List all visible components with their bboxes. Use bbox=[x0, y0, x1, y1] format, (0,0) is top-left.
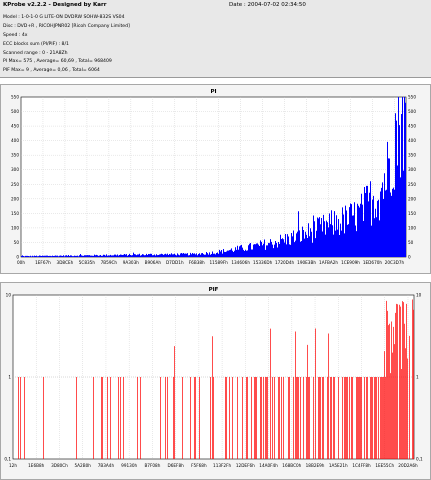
pi-y-tick-label-right: 450 bbox=[408, 124, 416, 129]
pi-y-tick-label-left: 0 bbox=[16, 255, 19, 260]
pif-x-tick-label: 5A2B0h bbox=[75, 463, 92, 468]
pi-x-tick-label: 7B59Ch bbox=[101, 260, 118, 265]
pif-x-tick-label: 14A0F4h bbox=[259, 463, 278, 468]
pif-x-tick-label: F5F68h bbox=[191, 463, 207, 468]
pif-y-tick-label-left: 1 bbox=[8, 375, 11, 380]
pi-x-tick-label: D7DD1h bbox=[166, 260, 184, 265]
pi-y-tick-label-right: 300 bbox=[408, 167, 416, 172]
pif-x-tick-label: 20D2A6h bbox=[398, 463, 418, 468]
pif-x-tick-label: 18B2E9h bbox=[306, 463, 325, 468]
pif-x-tick-label: 12h bbox=[9, 463, 17, 468]
pi-y-tick-label-left: 50 bbox=[14, 240, 20, 245]
scan-info-header: KProbe v2.2.2 - Designed by Karr Date : … bbox=[0, 0, 431, 78]
pi-y-tick-label-right: 150 bbox=[408, 211, 416, 216]
pi-y-tick-label-left: 400 bbox=[11, 138, 19, 143]
pi-x-tick-label: F6B38h bbox=[189, 260, 205, 265]
pif-chart-title: PIF bbox=[209, 287, 219, 293]
pi-x-tick-label: 9A303h bbox=[123, 260, 140, 265]
pif-x-tick-label: B7F08h bbox=[144, 463, 160, 468]
pi-x-tick-label: 1EF67h bbox=[35, 260, 51, 265]
pif-x-tick-label: 1EE55Ch bbox=[375, 463, 394, 468]
pi-x-tick-label: 1CE909h bbox=[341, 260, 360, 265]
pif-y-tick-label-left: 0,1 bbox=[4, 457, 11, 462]
pif-x-tick-label: 168BC0h bbox=[282, 463, 301, 468]
pif-x-tick-label: 12DEF6h bbox=[236, 463, 255, 468]
pif-y-tick-label-right: 10 bbox=[416, 293, 422, 298]
pi-y-tick-label-right: 500 bbox=[408, 109, 416, 114]
pi-x-tick-label: 20C3D7h bbox=[385, 260, 405, 265]
pi-y-tick-label-left: 350 bbox=[11, 153, 19, 158]
pif-x-tick-label: 7B3A4h bbox=[98, 463, 115, 468]
pi-y-tick-label-left: 300 bbox=[11, 167, 19, 172]
scan-date: Date : 2004-07-02 02:34:50 bbox=[229, 2, 306, 8]
pi-y-tick-label-left: 100 bbox=[11, 225, 19, 230]
pif-x-tick-label: D6EF8h bbox=[168, 463, 185, 468]
pi-chart: PI 0 0 50 50 100 100 150 150 200 200 250 250 300 300 35… bbox=[11, 89, 416, 265]
pi-y-tick-label-right: 0 bbox=[408, 255, 411, 260]
pif-y-tick-label-right: 1 bbox=[416, 375, 419, 380]
app-title: KProbe v2.2.2 - Designed by Karr bbox=[3, 2, 107, 8]
pif-y-tick-label-left: 10 bbox=[6, 293, 12, 298]
scan-speed: Speed : 4x bbox=[3, 33, 28, 38]
pif-y-tick-label-right: 0,1 bbox=[416, 457, 423, 462]
pi-y-tick-label-left: 200 bbox=[11, 196, 19, 201]
pi-x-tick-label: 1ED670h bbox=[363, 260, 383, 265]
pif-x-tick-label: 1C4FF8h bbox=[352, 463, 371, 468]
pif-x-tick-label: 99130h bbox=[121, 463, 137, 468]
pi-plot-area bbox=[20, 96, 407, 258]
scanned-range: Scanned range : 0 - 21A8Zh bbox=[3, 51, 68, 56]
pif-chart: PIF 0,1 0,1 1 1 10 10 12h 1E6B8h 3D80Ch 5A2B0h 7B3A… bbox=[4, 287, 423, 468]
pi-chart-title: PI bbox=[210, 89, 216, 95]
disc-info: Disc : DVD+R , RICOHJPNR02 [Ricoh Compan… bbox=[3, 24, 130, 29]
drive-model: Model : 1-0-1-0 G LITE-ON DVDRW SOHW-832… bbox=[3, 15, 125, 20]
pi-y-tick-label-right: 200 bbox=[408, 196, 416, 201]
pi-y-tick-label-left: 150 bbox=[11, 211, 19, 216]
pi-chart-panel: PI 0 0 50 50 100 100 150 150 200 200 250 250 300 300 35… bbox=[0, 84, 431, 274]
pi-x-tick-label: 15336Dh bbox=[253, 260, 273, 265]
pi-x-tick-label: 00h bbox=[17, 260, 25, 265]
pif-summary: PIF Max= 9 , Average= 0,06 , Total= 6064 bbox=[3, 68, 100, 73]
pi-y-tick-label-left: 500 bbox=[11, 109, 19, 114]
pi-x-tick-label: B906Ah bbox=[145, 260, 162, 265]
pi-x-tick-label: 134606h bbox=[231, 260, 250, 265]
pif-x-tick-label: 1E6B8h bbox=[28, 463, 45, 468]
pi-x-tick-label: 3D8CEh bbox=[57, 260, 74, 265]
pi-y-tick-label-left: 250 bbox=[11, 182, 19, 187]
pi-y-tick-label-right: 100 bbox=[408, 225, 416, 230]
pi-y-tick-label-left: 450 bbox=[11, 124, 19, 129]
pi-x-tick-label: 1AFBA2h bbox=[319, 260, 338, 265]
pi-x-tick-label: 1720D4h bbox=[275, 260, 295, 265]
pif-x-tick-label: 3D80Ch bbox=[51, 463, 68, 468]
pif-chart-panel: PIF 0,1 0,1 1 1 10 10 12h 1E6B8h 3D80Ch 5A2B0h 7B3A… bbox=[0, 282, 431, 480]
separator bbox=[0, 78, 431, 84]
pif-x-tick-label: 113F2Fh bbox=[213, 463, 231, 468]
pi-y-tick-label-left: 550 bbox=[11, 95, 19, 100]
pi-summary: PI Max= 575 , Average= 60,69 , Total= 96… bbox=[3, 59, 112, 64]
pi-x-tick-label: 190E3Bh bbox=[297, 260, 316, 265]
pi-y-tick-label-right: 250 bbox=[408, 182, 416, 187]
pi-x-tick-label: 5C835h bbox=[79, 260, 96, 265]
pif-x-tick-label: 1A5E21h bbox=[329, 463, 348, 468]
ecc-blocks: ECC blocks sum (PI/PIF) : 8/1 bbox=[3, 42, 69, 47]
pi-y-tick-label-right: 350 bbox=[408, 153, 416, 158]
pi-y-tick-label-right: 550 bbox=[408, 95, 416, 100]
pi-y-tick-label-right: 400 bbox=[408, 138, 416, 143]
pi-y-tick-label-right: 50 bbox=[408, 240, 414, 245]
pi-x-tick-label: 11589Fh bbox=[210, 260, 229, 265]
